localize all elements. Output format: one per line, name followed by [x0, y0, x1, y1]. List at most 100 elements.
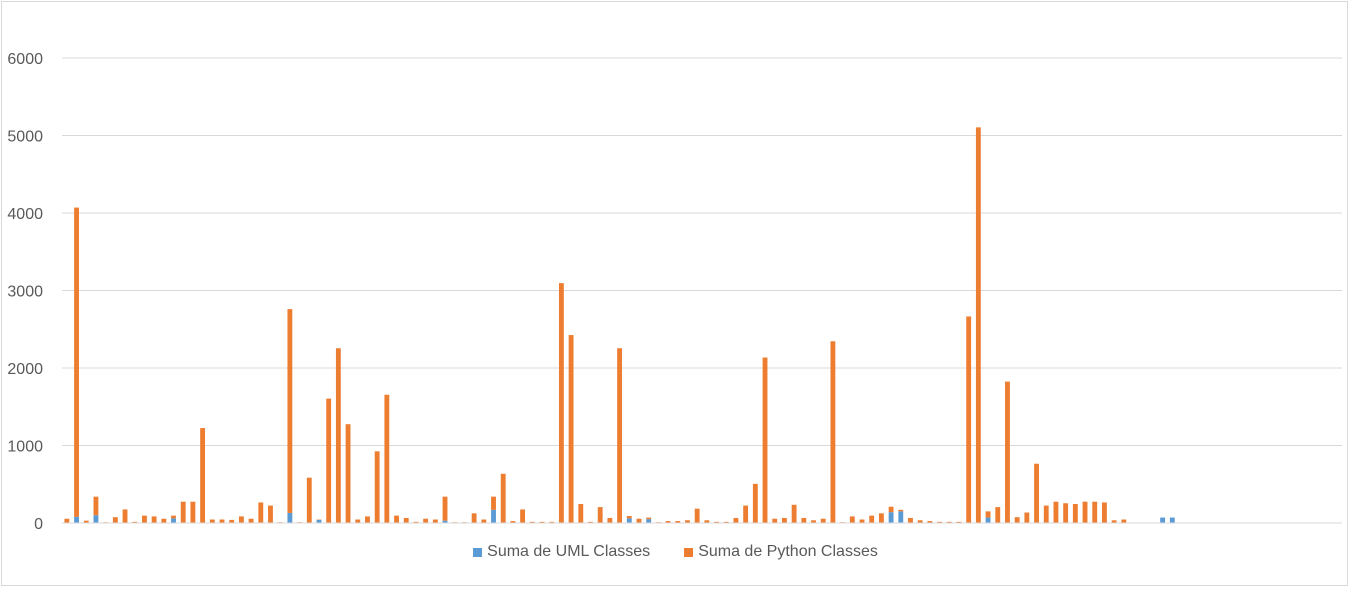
bar-python	[1014, 517, 1020, 523]
bar-uml	[287, 512, 293, 523]
bar-python	[64, 518, 70, 523]
bar-python	[723, 521, 729, 523]
bar-uml	[1169, 517, 1175, 523]
bar-uml	[985, 517, 991, 523]
bar-python	[306, 477, 312, 523]
bar-python	[180, 501, 186, 523]
legend-item-uml: Suma de UML Classes	[473, 543, 650, 561]
legend: Suma de UML Classes Suma de Python Class…	[0, 543, 1351, 561]
bar-python	[1111, 520, 1117, 523]
bar-python	[597, 507, 603, 523]
bar-python	[132, 521, 138, 523]
bar-python	[200, 428, 206, 523]
bar-python	[161, 518, 167, 523]
bar-python	[849, 516, 855, 523]
y-tick-label: 3000	[7, 284, 43, 301]
bar-python	[491, 496, 496, 510]
bar-python	[975, 127, 981, 523]
bar-python	[151, 516, 157, 523]
bar-python	[646, 517, 652, 520]
y-tick-label: 5000	[7, 129, 43, 146]
bar-python	[1072, 504, 1078, 523]
bar-python	[1121, 519, 1127, 523]
bar-python	[413, 521, 419, 523]
bar-python	[432, 519, 438, 523]
gridlines	[62, 57, 1342, 446]
bar-python	[743, 505, 749, 523]
bar-python	[733, 517, 739, 523]
legend-label-uml: Suma de UML Classes	[487, 543, 651, 560]
bar-python	[898, 509, 904, 512]
bar-python	[287, 309, 293, 513]
bar-python	[471, 513, 477, 523]
bar-python	[927, 521, 933, 523]
bar-python	[578, 504, 584, 523]
bar-uml	[442, 520, 448, 523]
bar-python	[248, 518, 254, 523]
bar-python	[820, 518, 826, 523]
bar-python	[752, 483, 758, 523]
bar-python	[1005, 381, 1010, 523]
bar-uml	[646, 519, 652, 523]
bar-python	[1053, 501, 1059, 523]
bar-uml	[898, 511, 904, 523]
bar-uml	[74, 516, 79, 523]
bar-python	[520, 509, 526, 523]
bar-python	[772, 518, 778, 523]
bar-uml	[888, 512, 894, 523]
bar-python	[74, 207, 79, 517]
bar-python	[782, 517, 787, 523]
bar-python	[423, 518, 429, 523]
y-tick-label: 6000	[7, 51, 43, 68]
bar-python	[93, 496, 99, 516]
bar-python	[258, 502, 264, 523]
legend-swatch-uml	[473, 547, 483, 557]
bar-python	[1024, 512, 1030, 523]
bar-uml	[171, 518, 176, 523]
bar-python	[791, 504, 797, 523]
bar-python	[122, 509, 128, 523]
bar-python	[617, 348, 622, 523]
bar-python	[500, 473, 506, 523]
bar-python	[268, 505, 273, 523]
bar-python	[869, 515, 875, 523]
y-tick-label: 1000	[7, 439, 43, 456]
bar-python	[442, 496, 448, 521]
bar-python	[345, 424, 351, 523]
bar-python	[539, 521, 545, 523]
bar-python	[112, 517, 118, 523]
bar-python	[403, 517, 409, 523]
bar-python	[219, 519, 225, 523]
bar-python	[636, 518, 642, 523]
bar-python	[714, 521, 719, 523]
y-tick-label: 2000	[7, 361, 43, 378]
bar-python	[1034, 463, 1039, 523]
bars	[64, 127, 1340, 523]
y-axis-tick-labels: 0 1000 2000 3000 4000 5000 6000	[7, 51, 43, 533]
bar-python	[675, 521, 681, 523]
bar-python	[966, 316, 972, 523]
bar-python	[209, 519, 215, 523]
legend-label-python: Suma de Python Classes	[698, 543, 878, 560]
bar-python	[238, 516, 244, 523]
bar-uml	[316, 519, 322, 523]
bar-python	[355, 519, 361, 523]
bar-python	[762, 357, 768, 523]
bar-python	[529, 521, 535, 523]
bar-python	[937, 521, 942, 523]
bar-python	[190, 501, 196, 523]
bar-uml	[1160, 517, 1166, 523]
bar-python	[888, 506, 894, 513]
bar-python	[917, 520, 923, 523]
y-tick-label: 0	[34, 516, 43, 533]
bar-python	[1043, 505, 1049, 523]
bar-python	[908, 517, 913, 523]
bar-python	[394, 515, 399, 523]
bar-python	[335, 348, 341, 523]
bar-python	[365, 516, 370, 523]
bar-python	[685, 520, 690, 523]
bar-python	[1102, 502, 1107, 523]
legend-swatch-python	[684, 547, 694, 557]
